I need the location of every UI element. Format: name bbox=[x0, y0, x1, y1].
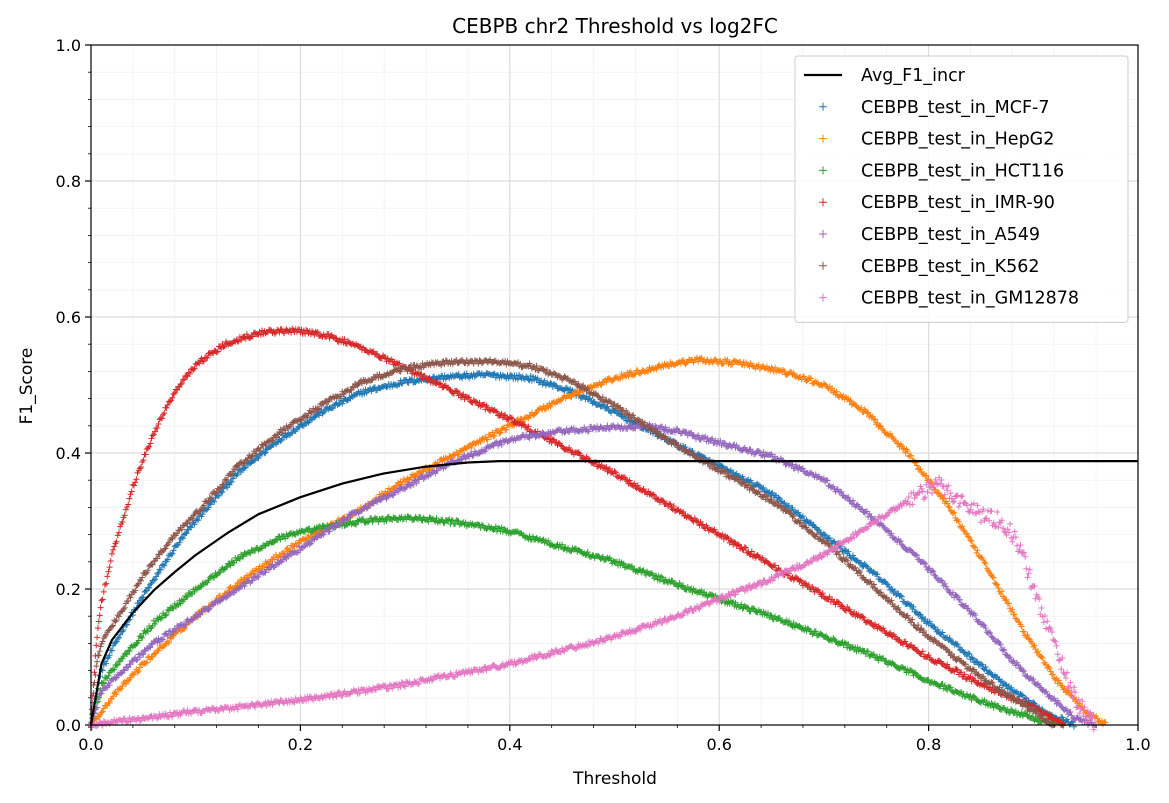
y-tick-label: 1.0 bbox=[56, 36, 81, 55]
legend-item: Avg_F1_incr bbox=[804, 66, 966, 86]
series-CEBPB_test_in_MCF-7 bbox=[88, 370, 1078, 731]
legend-item: CEBPB_test_in_A549 bbox=[819, 225, 1040, 245]
chart-title: CEBPB chr2 Threshold vs log2FC bbox=[452, 14, 778, 38]
legend-swatch bbox=[819, 198, 827, 207]
legend-box bbox=[794, 55, 1129, 323]
legend-item: CEBPB_test_in_HepG2 bbox=[819, 130, 1054, 150]
axis-ticks: 0.0 0.2 0.4 0.6 0.8 1.0 0.0 0.2 0.4 0.6 0.8 1.0 bbox=[56, 36, 1151, 754]
series-Avg_F1_incr bbox=[89, 460, 1138, 726]
legend-swatch bbox=[819, 293, 827, 302]
x-tick-label: 0.8 bbox=[916, 735, 941, 754]
legend-swatch bbox=[819, 230, 827, 238]
plot-frame bbox=[90, 44, 1139, 726]
legend-item: CEBPB_test_in_IMR-90 bbox=[819, 193, 1055, 213]
y-tick-label: 0.2 bbox=[56, 580, 81, 599]
legend-swatch bbox=[819, 261, 827, 270]
series-CEBPB_test_in_K562 bbox=[88, 356, 1057, 729]
legend-item: CEBPB_test_in_GM12878 bbox=[819, 289, 1079, 309]
y-tick-label: 0.4 bbox=[56, 444, 81, 463]
series-CEBPB_test_in_HepG2 bbox=[88, 354, 1109, 730]
x-tick-label: 0.6 bbox=[706, 735, 731, 754]
y-tick-label: 0.8 bbox=[56, 172, 81, 191]
legend-label: CEBPB_test_in_HepG2 bbox=[861, 130, 1054, 150]
legend-label: CEBPB_test_in_A549 bbox=[861, 225, 1040, 245]
legend-item: CEBPB_test_in_HCT116 bbox=[819, 161, 1064, 181]
y-tick-label: 0.0 bbox=[56, 716, 81, 735]
y-tick-label: 0.6 bbox=[56, 308, 81, 327]
x-tick-label: 0.0 bbox=[78, 735, 103, 754]
x-tick-label: 0.4 bbox=[497, 735, 522, 754]
legend: Avg_F1_incr CEBPB_test_in_MCF-7 CEBPB_test… bbox=[794, 55, 1129, 323]
series-CEBPB_test_in_GM12878 bbox=[88, 474, 1098, 733]
x-tick-label: 0.2 bbox=[288, 735, 313, 754]
plot-series bbox=[88, 325, 1138, 733]
legend-label: CEBPB_test_in_K562 bbox=[861, 257, 1040, 277]
legend-label: CEBPB_test_in_HCT116 bbox=[861, 161, 1064, 181]
legend-label: CEBPB_test_in_GM12878 bbox=[861, 289, 1079, 309]
legend-label: CEBPB_test_in_MCF-7 bbox=[861, 98, 1049, 118]
legend-item: CEBPB_test_in_K562 bbox=[819, 257, 1040, 277]
legend-swatch bbox=[819, 102, 827, 111]
legend-swatch bbox=[819, 134, 827, 143]
legend-label: Avg_F1_incr bbox=[861, 66, 966, 86]
x-tick-label: 1.0 bbox=[1125, 735, 1150, 754]
legend-swatch bbox=[819, 166, 827, 175]
x-axis-label: Threshold bbox=[572, 769, 657, 789]
y-axis-label: F1_Score bbox=[17, 348, 37, 425]
legend-item: CEBPB_test_in_MCF-7 bbox=[819, 98, 1049, 118]
legend-label: CEBPB_test_in_IMR-90 bbox=[861, 193, 1055, 213]
